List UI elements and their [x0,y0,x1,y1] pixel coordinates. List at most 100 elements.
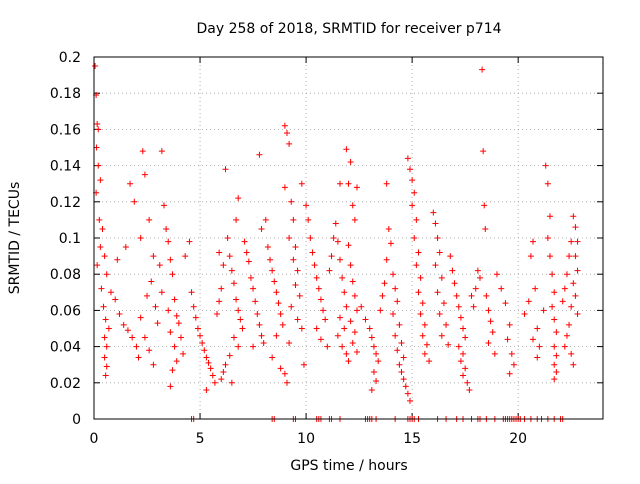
data-point [455,343,462,350]
data-point [566,321,573,328]
data-point [436,249,443,256]
data-point [368,334,375,341]
data-point [482,225,489,232]
data-point [303,202,310,209]
data-point [192,314,199,321]
data-point [549,303,556,310]
data-point [169,367,176,374]
data-point [281,184,288,191]
data-point [156,262,163,269]
axes: 0 0.02 0.04 0.06 0.08 0.1 0.12 0.14 0.16 0.18 0.2 0… [50,50,603,447]
data-point [470,303,477,310]
data-point [540,307,547,314]
data-point [298,180,305,187]
data-point [98,285,105,292]
x-tick-label: 20 [509,431,527,447]
data-point [101,354,108,361]
data-point [419,332,426,339]
data-point [381,280,388,287]
data-point [551,316,558,323]
data-point [546,253,553,260]
data-point [506,370,513,377]
data-point [508,350,515,357]
data-point [165,307,172,314]
data-point [160,202,167,209]
data-point [150,253,157,260]
data-point [233,296,240,303]
data-point [307,235,314,241]
data-point [417,274,424,281]
data-point [101,253,108,260]
data-point [300,361,307,368]
data-point [383,256,390,263]
data-point [137,314,144,321]
data-point [93,144,100,151]
data-point [205,359,212,366]
data-point [292,244,299,251]
data-point [464,379,471,386]
data-point [353,307,360,314]
data-point [194,325,201,332]
data-point [241,238,248,245]
data-point [95,162,102,169]
data-point [260,339,267,346]
data-point [290,216,297,223]
data-point [296,292,303,299]
data-point [173,358,180,365]
data-point [553,329,560,336]
data-point [561,343,568,350]
data-point [409,202,416,209]
data-point [165,238,172,245]
data-point [311,262,318,269]
data-point [544,180,551,187]
data-point [351,329,358,336]
data-point [105,325,112,332]
data-point [281,122,288,129]
data-point [551,343,558,350]
data-point [563,271,570,278]
data-point [504,336,511,343]
data-point [216,249,223,256]
data-point [462,365,469,372]
data-point [561,285,568,292]
data-point [440,300,447,307]
data-point [532,285,539,292]
data-point [572,253,579,260]
plot-frame [93,56,604,420]
data-point [390,311,397,318]
data-point [474,267,481,274]
data-point [449,267,456,274]
data-point [116,311,123,318]
data-point [455,303,462,310]
data-point [353,184,360,191]
data-point [415,249,422,256]
data-point [551,376,558,383]
data-point [96,216,103,223]
y-tick-label: 0.16 [50,122,81,138]
data-point [375,358,382,365]
data-point [462,334,469,341]
data-point [207,365,214,372]
data-point [534,354,541,361]
data-point [530,238,537,245]
data-point [407,166,414,173]
data-point [534,325,541,332]
data-point [417,311,424,318]
data-point [99,225,106,232]
data-point [339,274,346,281]
data-point [277,365,284,372]
data-point [313,274,320,281]
y-tick-label: 0.08 [50,267,81,283]
data-point [436,311,443,318]
data-point [122,244,129,251]
data-point [334,238,341,245]
data-point [392,285,399,292]
data-point [351,292,358,299]
data-point [230,334,237,341]
data-point [345,242,352,249]
data-point [574,238,581,245]
data-point [262,216,269,223]
data-point [394,347,401,354]
data-point [553,368,560,375]
